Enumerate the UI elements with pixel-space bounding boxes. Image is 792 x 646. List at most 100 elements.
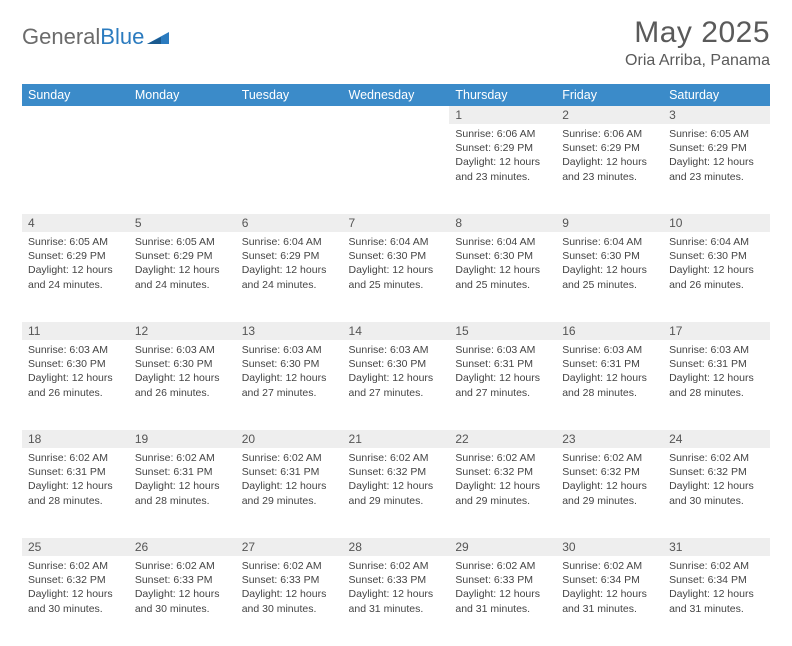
sunset-text: Sunset: 6:32 PM <box>669 465 764 479</box>
sunset-text: Sunset: 6:34 PM <box>562 573 657 587</box>
sunset-text: Sunset: 6:33 PM <box>349 573 444 587</box>
day-number-cell: 13 <box>236 322 343 340</box>
day-content-cell: Sunrise: 6:02 AMSunset: 6:33 PMDaylight:… <box>343 556 450 646</box>
daylight-text: Daylight: 12 hours and 29 minutes. <box>349 479 444 507</box>
day-number-cell: 21 <box>343 430 450 448</box>
sunset-text: Sunset: 6:29 PM <box>135 249 230 263</box>
day-number-row: 45678910 <box>22 214 770 232</box>
flag-icon <box>147 24 169 50</box>
day-content-cell <box>129 124 236 214</box>
day-content-cell: Sunrise: 6:03 AMSunset: 6:31 PMDaylight:… <box>663 340 770 430</box>
daylight-text: Daylight: 12 hours and 23 minutes. <box>455 155 550 183</box>
sunset-text: Sunset: 6:32 PM <box>349 465 444 479</box>
sunrise-text: Sunrise: 6:04 AM <box>242 235 337 249</box>
sunset-text: Sunset: 6:33 PM <box>242 573 337 587</box>
title-block: May 2025 Oria Arriba, Panama <box>625 16 770 70</box>
sunset-text: Sunset: 6:30 PM <box>349 249 444 263</box>
day-number-cell: 5 <box>129 214 236 232</box>
day-number-row: 25262728293031 <box>22 538 770 556</box>
daylight-text: Daylight: 12 hours and 31 minutes. <box>562 587 657 615</box>
daylight-text: Daylight: 12 hours and 31 minutes. <box>455 587 550 615</box>
daylight-text: Daylight: 12 hours and 24 minutes. <box>242 263 337 291</box>
weekday-header-row: Sunday Monday Tuesday Wednesday Thursday… <box>22 84 770 106</box>
day-content-cell: Sunrise: 6:02 AMSunset: 6:33 PMDaylight:… <box>236 556 343 646</box>
day-number-cell: 4 <box>22 214 129 232</box>
daylight-text: Daylight: 12 hours and 30 minutes. <box>669 479 764 507</box>
sunset-text: Sunset: 6:31 PM <box>669 357 764 371</box>
daylight-text: Daylight: 12 hours and 23 minutes. <box>669 155 764 183</box>
daylight-text: Daylight: 12 hours and 31 minutes. <box>349 587 444 615</box>
header: GeneralBlue May 2025 Oria Arriba, Panama <box>22 16 770 70</box>
day-number-cell: 20 <box>236 430 343 448</box>
day-content-cell: Sunrise: 6:05 AMSunset: 6:29 PMDaylight:… <box>663 124 770 214</box>
sunrise-text: Sunrise: 6:05 AM <box>28 235 123 249</box>
daylight-text: Daylight: 12 hours and 29 minutes. <box>455 479 550 507</box>
weekday-header: Friday <box>556 84 663 106</box>
day-number-cell: 1 <box>449 106 556 124</box>
sunrise-text: Sunrise: 6:02 AM <box>349 559 444 573</box>
day-content-row: Sunrise: 6:05 AMSunset: 6:29 PMDaylight:… <box>22 232 770 322</box>
daylight-text: Daylight: 12 hours and 23 minutes. <box>562 155 657 183</box>
day-content-cell: Sunrise: 6:03 AMSunset: 6:31 PMDaylight:… <box>556 340 663 430</box>
daylight-text: Daylight: 12 hours and 26 minutes. <box>135 371 230 399</box>
month-title: May 2025 <box>625 16 770 50</box>
day-number-cell: 23 <box>556 430 663 448</box>
sunrise-text: Sunrise: 6:04 AM <box>669 235 764 249</box>
daylight-text: Daylight: 12 hours and 24 minutes. <box>28 263 123 291</box>
sunrise-text: Sunrise: 6:02 AM <box>669 559 764 573</box>
day-number-cell: 30 <box>556 538 663 556</box>
daylight-text: Daylight: 12 hours and 28 minutes. <box>669 371 764 399</box>
day-number-cell: 17 <box>663 322 770 340</box>
day-content-row: Sunrise: 6:03 AMSunset: 6:30 PMDaylight:… <box>22 340 770 430</box>
sunrise-text: Sunrise: 6:04 AM <box>455 235 550 249</box>
daylight-text: Daylight: 12 hours and 27 minutes. <box>455 371 550 399</box>
day-content-cell: Sunrise: 6:02 AMSunset: 6:31 PMDaylight:… <box>236 448 343 538</box>
day-content-cell: Sunrise: 6:03 AMSunset: 6:30 PMDaylight:… <box>343 340 450 430</box>
day-number-cell: 15 <box>449 322 556 340</box>
day-content-cell: Sunrise: 6:06 AMSunset: 6:29 PMDaylight:… <box>449 124 556 214</box>
day-content-cell: Sunrise: 6:03 AMSunset: 6:30 PMDaylight:… <box>236 340 343 430</box>
day-number-cell: 26 <box>129 538 236 556</box>
day-content-cell: Sunrise: 6:06 AMSunset: 6:29 PMDaylight:… <box>556 124 663 214</box>
day-number-cell: 22 <box>449 430 556 448</box>
day-number-cell: 25 <box>22 538 129 556</box>
sunset-text: Sunset: 6:29 PM <box>455 141 550 155</box>
sunrise-text: Sunrise: 6:05 AM <box>135 235 230 249</box>
sunset-text: Sunset: 6:30 PM <box>349 357 444 371</box>
sunset-text: Sunset: 6:33 PM <box>135 573 230 587</box>
daylight-text: Daylight: 12 hours and 25 minutes. <box>455 263 550 291</box>
sunrise-text: Sunrise: 6:02 AM <box>242 559 337 573</box>
sunset-text: Sunset: 6:30 PM <box>562 249 657 263</box>
daylight-text: Daylight: 12 hours and 29 minutes. <box>242 479 337 507</box>
sunset-text: Sunset: 6:30 PM <box>669 249 764 263</box>
day-number-cell: 10 <box>663 214 770 232</box>
sunrise-text: Sunrise: 6:03 AM <box>242 343 337 357</box>
daylight-text: Daylight: 12 hours and 30 minutes. <box>28 587 123 615</box>
sunset-text: Sunset: 6:31 PM <box>455 357 550 371</box>
sunset-text: Sunset: 6:30 PM <box>242 357 337 371</box>
calendar-table: Sunday Monday Tuesday Wednesday Thursday… <box>22 84 770 646</box>
sunrise-text: Sunrise: 6:02 AM <box>28 451 123 465</box>
sunset-text: Sunset: 6:30 PM <box>135 357 230 371</box>
sunrise-text: Sunrise: 6:02 AM <box>455 559 550 573</box>
day-number-cell: 19 <box>129 430 236 448</box>
weekday-header: Wednesday <box>343 84 450 106</box>
sunrise-text: Sunrise: 6:06 AM <box>562 127 657 141</box>
sunset-text: Sunset: 6:32 PM <box>562 465 657 479</box>
day-content-row: Sunrise: 6:06 AMSunset: 6:29 PMDaylight:… <box>22 124 770 214</box>
sunrise-text: Sunrise: 6:02 AM <box>455 451 550 465</box>
sunrise-text: Sunrise: 6:02 AM <box>28 559 123 573</box>
sunrise-text: Sunrise: 6:03 AM <box>349 343 444 357</box>
location: Oria Arriba, Panama <box>625 52 770 70</box>
daylight-text: Daylight: 12 hours and 25 minutes. <box>349 263 444 291</box>
daylight-text: Daylight: 12 hours and 28 minutes. <box>135 479 230 507</box>
sunset-text: Sunset: 6:29 PM <box>562 141 657 155</box>
sunrise-text: Sunrise: 6:06 AM <box>455 127 550 141</box>
day-number-cell: 9 <box>556 214 663 232</box>
day-content-cell: Sunrise: 6:02 AMSunset: 6:32 PMDaylight:… <box>22 556 129 646</box>
sunset-text: Sunset: 6:29 PM <box>669 141 764 155</box>
day-content-cell: Sunrise: 6:02 AMSunset: 6:32 PMDaylight:… <box>556 448 663 538</box>
sunrise-text: Sunrise: 6:02 AM <box>135 451 230 465</box>
daylight-text: Daylight: 12 hours and 28 minutes. <box>562 371 657 399</box>
day-number-cell: 14 <box>343 322 450 340</box>
